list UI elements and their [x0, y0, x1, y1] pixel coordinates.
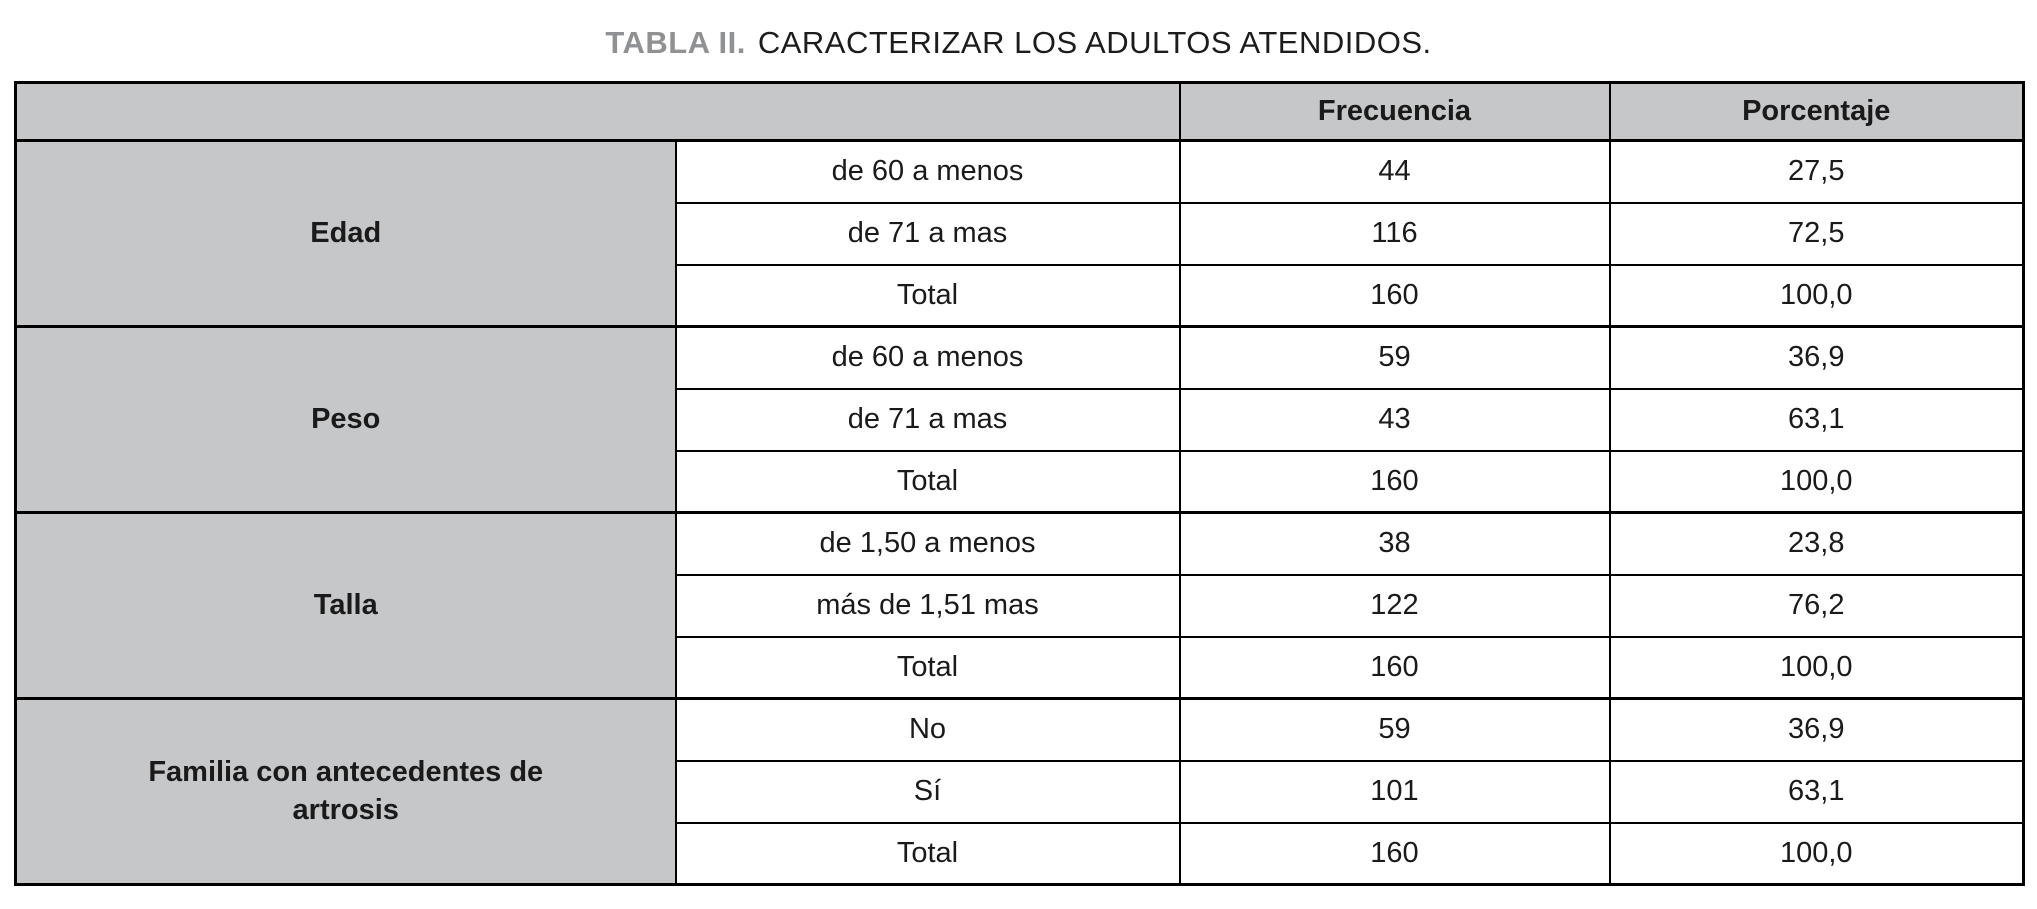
frequency-cell: 116 — [1178, 201, 1611, 266]
frequency-cell: 38 — [1178, 511, 1611, 576]
row-label-cell: más de 1,51 mas — [674, 573, 1181, 638]
category-cell-edad: Edad — [14, 139, 677, 328]
table-row: de 71 a mas 43 63,1 — [16, 387, 2025, 452]
table-row: Sí 101 63,1 — [16, 759, 2025, 824]
row-label-cell: Sí — [674, 759, 1181, 824]
table-row: Total 160 100,0 — [16, 263, 2025, 328]
percentage-cell: 63,1 — [1608, 759, 2025, 824]
frequency-cell: 122 — [1178, 573, 1611, 638]
category-label: Talla — [313, 588, 378, 621]
row-label-cell: de 60 a menos — [674, 325, 1181, 390]
group-talla: Talla de 1,50 a menos 38 23,8 más de 1,5… — [14, 511, 2025, 700]
category-label: Edad — [310, 216, 382, 249]
frequency-cell: 160 — [1178, 635, 1611, 700]
category-label: Familia con antecedentes de artrosis — [148, 756, 544, 826]
table-title: TABLA II. CARACTERIZAR LOS ADULTOS ATENDI… — [0, 24, 2037, 61]
percentage-cell: 36,9 — [1608, 697, 2025, 762]
percentage-cell: 63,1 — [1608, 387, 2025, 452]
row-label-cell: No — [674, 697, 1181, 762]
adults-characterization-table: Frecuencia Porcentaje Edad de 60 a menos… — [14, 81, 2025, 887]
header-row: Frecuencia Porcentaje — [14, 81, 2025, 142]
frequency-cell: 160 — [1178, 821, 1611, 886]
column-header-porcentaje: Porcentaje — [1608, 81, 2025, 142]
frequency-cell: 160 — [1178, 263, 1611, 328]
percentage-cell: 72,5 — [1608, 201, 2025, 266]
group-peso: Peso de 60 a menos 59 36,9 de 71 a mas 4… — [14, 325, 2025, 514]
table-row: de 71 a mas 116 72,5 — [16, 201, 2025, 266]
frequency-cell: 43 — [1178, 387, 1611, 452]
table-row: Familia con antecedentes de artrosis No … — [14, 697, 2025, 886]
row-label-cell: de 71 a mas — [674, 387, 1181, 452]
frequency-cell: 160 — [1178, 449, 1611, 514]
percentage-cell: 100,0 — [1608, 449, 2025, 514]
row-label-cell: de 60 a menos — [674, 139, 1181, 204]
category-label: Peso — [311, 402, 381, 435]
category-cell-peso: Peso — [14, 325, 677, 514]
group-edad: Edad de 60 a menos 44 27,5 de 71 a mas 1… — [14, 139, 2025, 328]
row-label-cell: de 1,50 a menos — [674, 511, 1181, 576]
table-title-text: CARACTERIZAR LOS ADULTOS ATENDIDOS. — [757, 25, 1432, 60]
row-label-cell: Total — [674, 821, 1181, 886]
frequency-cell: 101 — [1178, 759, 1611, 824]
frequency-cell: 59 — [1178, 325, 1611, 390]
row-label-cell: Total — [674, 635, 1181, 700]
table-corner-cell — [14, 81, 1181, 142]
table-row: Edad de 60 a menos 44 27,5 — [14, 139, 2025, 328]
table-title-number: TABLA II. — [605, 25, 746, 60]
percentage-cell: 100,0 — [1608, 635, 2025, 700]
category-cell-talla: Talla — [14, 511, 677, 700]
table-row: Talla de 1,50 a menos 38 23,8 — [14, 511, 2025, 700]
row-label-cell: Total — [674, 263, 1181, 328]
table-row: más de 1,51 mas 122 76,2 — [16, 573, 2025, 638]
column-header-frecuencia: Frecuencia — [1178, 81, 1611, 142]
percentage-cell: 27,5 — [1608, 139, 2025, 204]
percentage-cell: 76,2 — [1608, 573, 2025, 638]
group-familia-antecedentes: Familia con antecedentes de artrosis No … — [14, 697, 2025, 886]
row-label-cell: Total — [674, 449, 1181, 514]
row-label-cell: de 71 a mas — [674, 201, 1181, 266]
table-row: Total 160 100,0 — [16, 821, 2025, 886]
table-row: Total 160 100,0 — [16, 635, 2025, 700]
percentage-cell: 100,0 — [1608, 263, 2025, 328]
table-row: Peso de 60 a menos 59 36,9 — [14, 325, 2025, 514]
percentage-cell: 23,8 — [1608, 511, 2025, 576]
frequency-cell: 59 — [1178, 697, 1611, 762]
table-row: Total 160 100,0 — [16, 449, 2025, 514]
frequency-cell: 44 — [1178, 139, 1611, 204]
percentage-cell: 100,0 — [1608, 821, 2025, 886]
percentage-cell: 36,9 — [1608, 325, 2025, 390]
table-header: Frecuencia Porcentaje — [14, 81, 2025, 142]
category-cell-familia: Familia con antecedentes de artrosis — [14, 697, 677, 886]
